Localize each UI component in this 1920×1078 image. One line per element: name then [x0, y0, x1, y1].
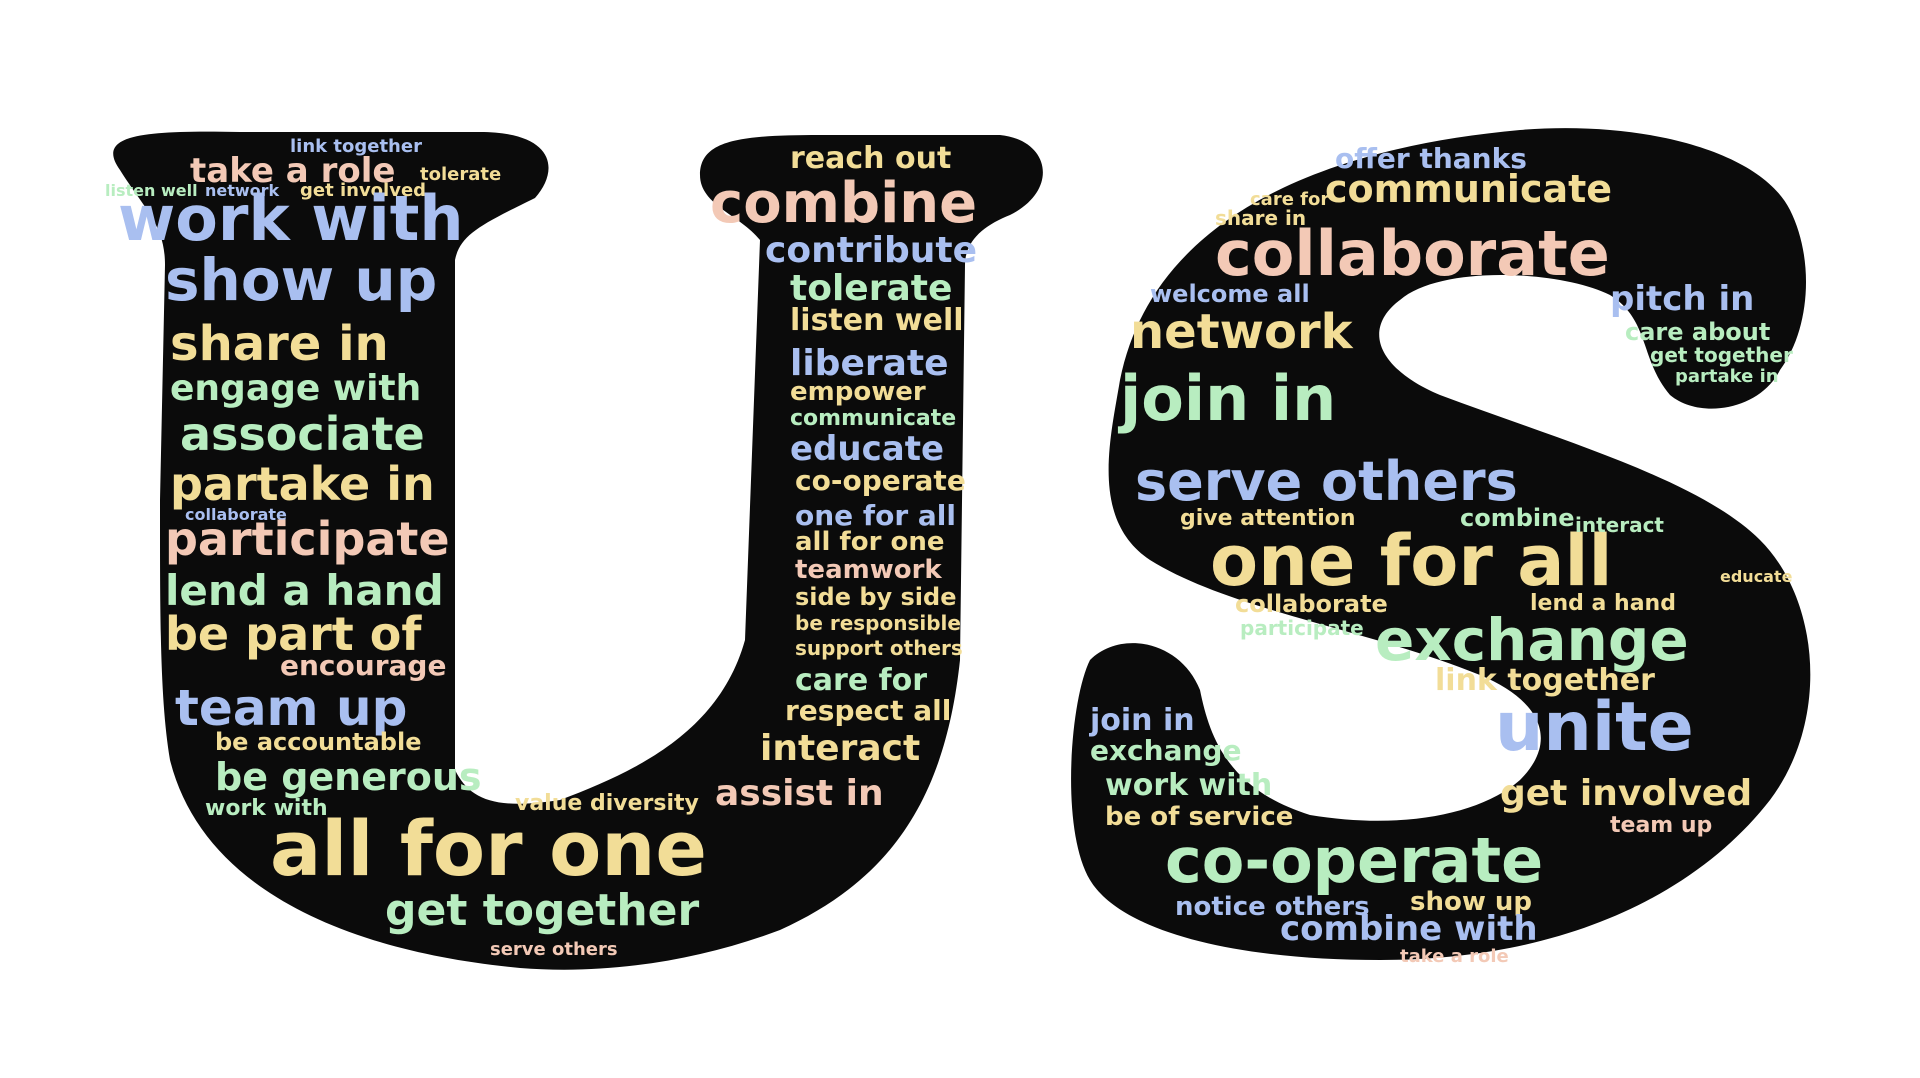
word: teamwork [795, 555, 942, 585]
word: associate [180, 407, 425, 461]
word: co-operate [795, 464, 966, 497]
word: join in [1089, 703, 1195, 738]
word: work with [205, 796, 328, 821]
word: pitch in [1610, 279, 1754, 319]
word: participate [1240, 616, 1364, 640]
word: work with [1105, 768, 1272, 803]
word: participate [165, 512, 450, 566]
word: combine [1460, 504, 1575, 532]
word: reach out [790, 141, 951, 176]
word: encourage [280, 649, 446, 682]
word: be part of [165, 607, 422, 661]
word: co-operate [1165, 824, 1543, 897]
word: network [1130, 304, 1354, 360]
letter-s-shape [1071, 128, 1811, 961]
word: contribute [765, 230, 977, 271]
word: communicate [1325, 167, 1612, 211]
word: exchange [1375, 606, 1689, 674]
word: respect all [785, 694, 951, 727]
word: be generous [215, 755, 482, 799]
word: show up [1410, 887, 1532, 917]
word: combine [710, 171, 977, 236]
word: educate [790, 429, 944, 469]
word: lend a hand [1530, 591, 1676, 616]
word: network [205, 181, 280, 200]
letter-u-words: link together take a role tolerate liste… [105, 136, 977, 960]
word: be responsible [795, 611, 961, 635]
word: be accountable [215, 728, 421, 756]
word: serve others [1135, 450, 1518, 513]
word: side by side [795, 583, 956, 611]
word: get involved [1500, 773, 1752, 814]
word: share in [170, 316, 389, 372]
letter-u-shape [113, 131, 1043, 970]
word: interact [1575, 513, 1664, 537]
word: get involved [300, 180, 426, 201]
word: notice others [1175, 892, 1370, 922]
word: tolerate [420, 164, 501, 185]
word: care about [1625, 318, 1770, 346]
word: combine with [1280, 909, 1538, 949]
word: listen well [105, 181, 198, 200]
word: partake in [170, 457, 435, 511]
word: link together [290, 136, 422, 157]
word: serve others [490, 939, 618, 960]
word: one for all [1210, 520, 1612, 602]
word: listen well [790, 303, 964, 338]
word: lend a hand [165, 566, 444, 615]
word: be of service [1105, 802, 1293, 832]
word: partake in [1675, 366, 1779, 387]
word: exchange [1090, 734, 1241, 767]
word: value diversity [515, 791, 699, 816]
word: take a role [1400, 946, 1509, 967]
word: care for [795, 663, 927, 698]
word: get together [385, 885, 699, 936]
word: collaborate [1235, 590, 1388, 618]
word: link together [1435, 663, 1655, 698]
word: collaborate [1215, 217, 1610, 290]
word: join in [1117, 362, 1336, 435]
word: one for all [795, 499, 956, 532]
word: assist in [715, 773, 884, 814]
word: work with [118, 182, 464, 255]
word: engage with [170, 368, 421, 409]
word: collaborate [185, 505, 287, 524]
word: unite [1495, 688, 1694, 767]
word: welcome all [1150, 280, 1310, 308]
word: all for one [270, 804, 707, 893]
word: liberate [790, 343, 949, 384]
word: care for [1250, 189, 1329, 210]
word: all for one [795, 527, 944, 557]
word: educate [1720, 567, 1793, 586]
word: give attention [1180, 506, 1356, 531]
word: offer thanks [1335, 142, 1527, 175]
word: support others [795, 636, 963, 660]
word: show up [165, 246, 437, 314]
word: team up [175, 679, 407, 737]
word: interact [760, 728, 920, 769]
word: tolerate [790, 268, 952, 309]
word: take a role [190, 151, 395, 191]
word: get together [1650, 343, 1793, 367]
word: empower [790, 377, 926, 407]
word: share in [1215, 206, 1306, 230]
letter-s-words: offer thanks communicate care for share … [1089, 142, 1793, 967]
word: team up [1610, 813, 1712, 838]
word: communicate [790, 406, 956, 431]
